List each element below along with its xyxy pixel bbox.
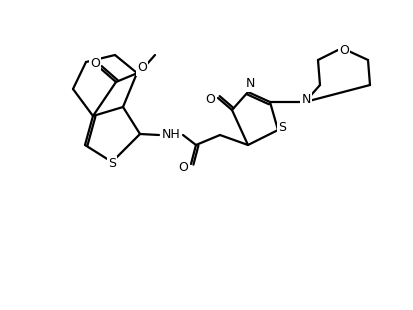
Text: S: S xyxy=(277,122,285,135)
Text: O: O xyxy=(204,94,214,107)
Text: O: O xyxy=(137,61,147,74)
Text: O: O xyxy=(90,57,100,70)
Text: NH: NH xyxy=(161,129,180,141)
Text: S: S xyxy=(108,157,116,170)
Text: O: O xyxy=(178,162,188,175)
Text: O: O xyxy=(338,43,348,56)
Text: N: N xyxy=(245,78,254,91)
Text: N: N xyxy=(301,94,310,107)
